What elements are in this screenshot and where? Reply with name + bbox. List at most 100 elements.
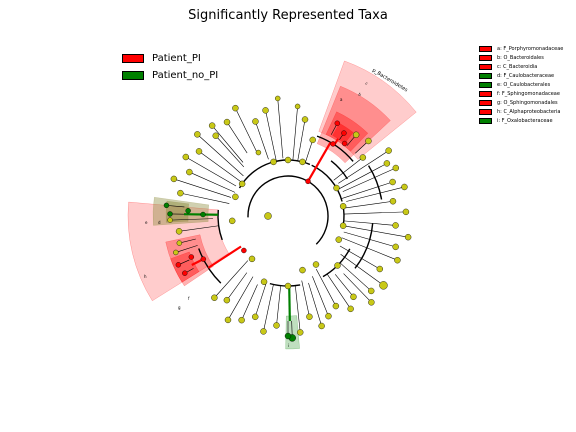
leaf-branch <box>339 262 372 292</box>
leaf-node <box>167 211 173 217</box>
leaf-node <box>252 118 259 125</box>
leaf-branch <box>308 282 322 327</box>
leaf-branch <box>215 135 245 168</box>
leaf-node <box>389 198 397 205</box>
tree-arc <box>354 223 374 269</box>
internal-node <box>264 212 272 220</box>
leaf-node <box>262 107 269 114</box>
leaf-branch <box>343 231 396 248</box>
leaf-node <box>301 116 309 123</box>
taxa-swatch <box>479 54 492 61</box>
internal-node <box>339 222 347 229</box>
taxa-label: e: O_Caulobacterales <box>497 81 551 88</box>
leaf-node <box>392 222 399 229</box>
leaf-node <box>212 132 219 139</box>
leaf-node <box>223 296 231 304</box>
internal-node <box>229 217 236 225</box>
taxa-legend-item: f: F_Sphingomonadaceae <box>479 89 563 98</box>
leaf-branch <box>276 285 281 326</box>
leaf-branch <box>197 134 244 177</box>
internal-node <box>248 255 256 263</box>
leaf-node <box>238 316 245 324</box>
legend-swatch-patient-pi <box>122 54 144 63</box>
clade-stem <box>207 245 242 269</box>
group-legend: Patient_PI Patient_no_PI <box>122 50 218 84</box>
leaf-node <box>383 160 391 167</box>
leaf-node <box>392 164 399 172</box>
leaf-branch <box>305 139 314 163</box>
clade-shading <box>127 60 417 350</box>
clade-label-h: h <box>144 274 147 279</box>
internal-node <box>341 140 348 147</box>
tree-arc <box>247 175 329 245</box>
internal-node <box>335 236 342 243</box>
leaf-branch <box>333 157 364 181</box>
leaf-node <box>402 208 410 216</box>
leaf-branch <box>312 276 329 317</box>
leaf-node <box>359 154 367 161</box>
leaf-node <box>368 299 375 306</box>
internal-node <box>270 158 277 166</box>
leaf-node <box>379 281 388 290</box>
internal-node <box>305 178 311 185</box>
legend-label-patient-pi: Patient_PI <box>152 53 201 64</box>
leaf-node <box>347 305 354 313</box>
internal-node <box>185 208 191 214</box>
leaf-branch <box>226 121 248 154</box>
leaf-branch <box>170 218 214 221</box>
taxa-legend-item: b: O_Bacteroidales <box>479 53 563 62</box>
leaf-branch <box>185 156 237 187</box>
leaf-branch <box>342 167 396 192</box>
internal-node <box>255 149 262 156</box>
shade-i-oxalobacteraceae <box>285 315 300 350</box>
leaf-node <box>392 243 399 251</box>
leaf-branch <box>343 220 396 226</box>
leaf-branch <box>255 121 269 160</box>
shade-d-caulobacteraceae <box>165 200 190 223</box>
leaf-node <box>334 120 340 126</box>
leaf-branch <box>189 171 236 193</box>
shade-g-sphingomonadales <box>165 234 214 287</box>
taxa-legend-item: h: C_Alphaproteobacteria <box>479 107 563 116</box>
leaf-node <box>177 189 184 197</box>
chart-title: Significantly Represented Taxa <box>188 8 388 23</box>
leaf-node <box>260 328 267 335</box>
taxa-legend-item: d: F_Caulobacteraceae <box>479 71 563 80</box>
leaf-node <box>211 294 218 301</box>
leaf-node <box>341 130 347 136</box>
leaf-branch <box>235 108 258 154</box>
leaf-branch <box>265 110 277 163</box>
internal-node <box>188 254 195 260</box>
leaf-node <box>297 329 304 336</box>
legend-swatch-patient-no-pi <box>122 71 144 80</box>
taxa-swatch <box>479 63 492 70</box>
internal-node <box>299 158 306 166</box>
taxa-legend-item: c: C_Bacteroidia <box>479 62 563 71</box>
leaf-branch <box>297 119 306 161</box>
leaf-node <box>173 249 179 256</box>
tree-arc <box>367 165 383 200</box>
leaf-node <box>284 332 292 340</box>
internal-node <box>333 184 340 192</box>
leaf-branch <box>211 125 244 163</box>
clade-label-a: a <box>340 97 343 102</box>
internal-node <box>241 247 247 254</box>
leaf-node <box>163 202 170 209</box>
internal-node <box>284 282 292 290</box>
leaf-branch <box>301 280 310 317</box>
leaf-branch <box>179 225 219 232</box>
internal-node <box>299 266 306 274</box>
taxa-swatch <box>479 117 492 124</box>
clade-label-c: c <box>364 81 368 86</box>
internal-node <box>260 278 268 285</box>
taxa-legend-item: e: O_Caulobacterales <box>479 80 563 89</box>
leaf-branch <box>180 192 230 204</box>
leaf-node <box>389 178 396 186</box>
tree-arc <box>330 160 348 180</box>
leaf-node <box>208 122 216 129</box>
leaf-node <box>385 147 392 154</box>
taxa-label: h: C_Alphaproteobacteria <box>497 108 561 115</box>
taxa-legend-item: a: F_Porphyromonadaceae <box>479 44 563 53</box>
internal-node <box>200 256 207 262</box>
